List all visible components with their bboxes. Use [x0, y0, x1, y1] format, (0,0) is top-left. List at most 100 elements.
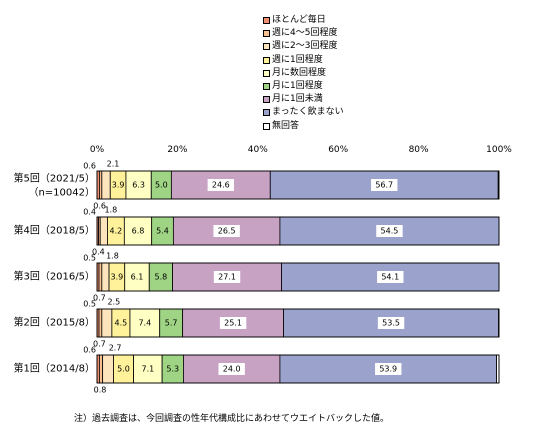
legend-label: ほとんど毎日 [272, 15, 326, 25]
data-label: 5.8 [155, 273, 168, 282]
data-label: 25.1 [224, 319, 242, 328]
data-label: 1.8 [104, 206, 117, 215]
data-label: 6.8 [132, 227, 145, 236]
data-label-box [213, 225, 240, 237]
legend-item: まったく飲まない [263, 106, 344, 119]
data-label: 2.5 [107, 298, 120, 307]
data-label-box [218, 363, 245, 375]
category-label-sub: （n=10042） [28, 187, 95, 199]
data-label: 56.7 [375, 181, 393, 190]
bar-segment [102, 354, 114, 384]
bar-segment [101, 262, 110, 292]
data-label-box [371, 179, 398, 191]
bar-segment [101, 170, 111, 200]
bar-segment [99, 216, 108, 246]
bar-outline [96, 216, 500, 246]
data-label: 0.5 [83, 254, 96, 263]
bar-outline [96, 170, 500, 200]
legend-item: 無回答 [263, 120, 344, 133]
data-label: 53.5 [382, 319, 400, 328]
data-label-box [213, 271, 241, 283]
data-label: 54.5 [381, 227, 399, 236]
data-label: 5.7 [165, 319, 178, 328]
legend-swatch [263, 43, 270, 51]
data-label: 53.9 [379, 365, 397, 374]
data-label: 0.7 [93, 340, 106, 349]
data-label: 1.8 [106, 252, 119, 261]
data-label: 2.7 [109, 344, 122, 353]
data-label: 0.4 [83, 208, 96, 217]
data-label-box [377, 271, 404, 283]
data-label: 24.0 [223, 365, 241, 374]
legend-label: 月に数回程度 [272, 67, 327, 78]
bar-segment [98, 262, 103, 292]
x-tick-label: 40% [248, 145, 268, 155]
data-label-box [219, 317, 247, 329]
data-label: 7.4 [138, 319, 151, 328]
bar-segment [98, 308, 103, 338]
category-label: 第3回（2016/5） [13, 270, 95, 283]
legend-label: 週に2～3回程度 [272, 41, 338, 52]
legend-label: 無回答 [272, 120, 300, 131]
legend-swatch [263, 96, 270, 104]
data-label-box [207, 179, 235, 191]
category-label: 第5回（2021/5） [13, 172, 95, 185]
data-label: 26.5 [218, 227, 236, 236]
data-label: 6.1 [131, 273, 144, 282]
data-label: 4.2 [110, 227, 123, 236]
data-label: 4.5 [115, 319, 128, 328]
data-label: 0.4 [92, 248, 105, 257]
data-label-box [376, 225, 403, 237]
legend-label: 月に1回未満 [272, 94, 323, 105]
bar-segment [101, 308, 113, 338]
x-tick-label: 20% [167, 145, 187, 155]
data-label: 7.1 [141, 365, 154, 374]
data-label: 54.1 [381, 273, 399, 282]
data-label: 3.9 [112, 181, 125, 190]
category-label: 第1回（2014/8） [13, 362, 95, 375]
legend-item: 月に1回未満 [263, 93, 344, 106]
legend: ほとんど毎日週に4～5回程度 週に2～3回程度 週に1回程度 月に数回程度 月に1回程度… [263, 14, 344, 133]
legend-label: 週に4～5回程度 [272, 28, 338, 39]
legend-swatch [263, 69, 270, 77]
category-label: 第4回（2018/5） [13, 224, 95, 237]
legend-swatch [263, 30, 270, 38]
bar-segment [129, 308, 161, 338]
data-label: 6.3 [132, 181, 145, 190]
legend-label: 月に1回程度 [272, 80, 323, 91]
bar-outline [96, 354, 500, 384]
x-tick-label: 100% [486, 145, 512, 155]
data-label: 0.5 [83, 300, 96, 309]
data-label: 27.1 [218, 273, 236, 282]
data-label: 0.6 [83, 346, 96, 355]
legend-item: 週に4～5回程度 [263, 27, 344, 40]
legend-swatch [263, 56, 270, 64]
x-tick-label: 80% [409, 145, 429, 155]
legend-item: 週に2～3回程度 [263, 40, 344, 53]
legend-item: 週に1回程度 [263, 54, 344, 67]
x-tick-label: 60% [328, 145, 348, 155]
legend-swatch [263, 83, 270, 91]
data-label: 0.6 [93, 202, 106, 211]
data-label-box [375, 363, 402, 375]
data-label: 5.0 [117, 365, 130, 374]
data-label: 24.6 [212, 181, 230, 190]
data-label: 2.1 [107, 160, 120, 169]
legend-swatch [263, 17, 270, 25]
data-label: 0.7 [93, 294, 106, 303]
data-label: 5.3 [166, 365, 179, 374]
legend-label: まったく飲まない [272, 107, 344, 118]
bar-outline [96, 308, 500, 338]
data-label: 0.8 [94, 386, 107, 395]
data-label: 0.6 [83, 162, 96, 171]
bar-segment [99, 354, 104, 384]
legend-item: 月に数回程度 [263, 67, 344, 80]
legend-swatch [263, 109, 270, 117]
legend-item: 月に1回程度 [263, 80, 344, 93]
footnote: 注）過去調査は、今回調査の性年代構成比にあわせてウエイトバックした値。 [74, 414, 390, 424]
legend-label: 週に1回程度 [272, 54, 323, 65]
bar-outline [96, 262, 500, 292]
data-label: 5.0 [155, 181, 168, 190]
data-label-box [377, 317, 405, 329]
